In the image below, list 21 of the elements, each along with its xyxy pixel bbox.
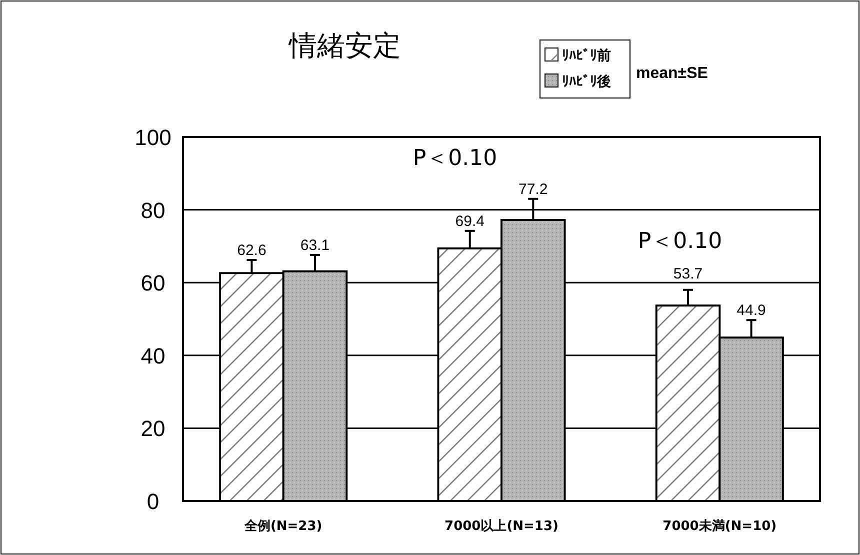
annotation: P＜0.10 [638, 229, 722, 254]
data-label: 53.7 [673, 266, 703, 283]
legend-label: ﾘﾊﾋﾞﾘ後 [562, 74, 611, 90]
legend-label: ﾘﾊﾋﾞﾘ前 [562, 48, 611, 64]
x-tick-label: 7000未満(N=10) [662, 519, 777, 534]
data-label: 62.6 [237, 242, 266, 260]
y-tick-label: 0 [146, 489, 160, 514]
data-label: 63.1 [300, 236, 330, 254]
x-tick-label: 7000以上(N=13) [444, 519, 558, 534]
y-tick-label: 100 [134, 125, 172, 150]
y-tick-label: 20 [140, 416, 166, 442]
data-label: 69.4 [455, 212, 484, 230]
y-tick-label: 60 [140, 270, 166, 296]
text: mean±SE [636, 65, 708, 82]
y-tick-label: 80 [140, 198, 166, 223]
y-tick-label: 40 [140, 343, 166, 368]
x-tick-label: 全例(N=23) [243, 519, 322, 534]
annotation: P＜0.10 [412, 146, 498, 171]
chart-title: 情緒安定 [288, 29, 401, 62]
data-label: 44.9 [736, 302, 766, 320]
data-label: 77.2 [518, 180, 548, 198]
